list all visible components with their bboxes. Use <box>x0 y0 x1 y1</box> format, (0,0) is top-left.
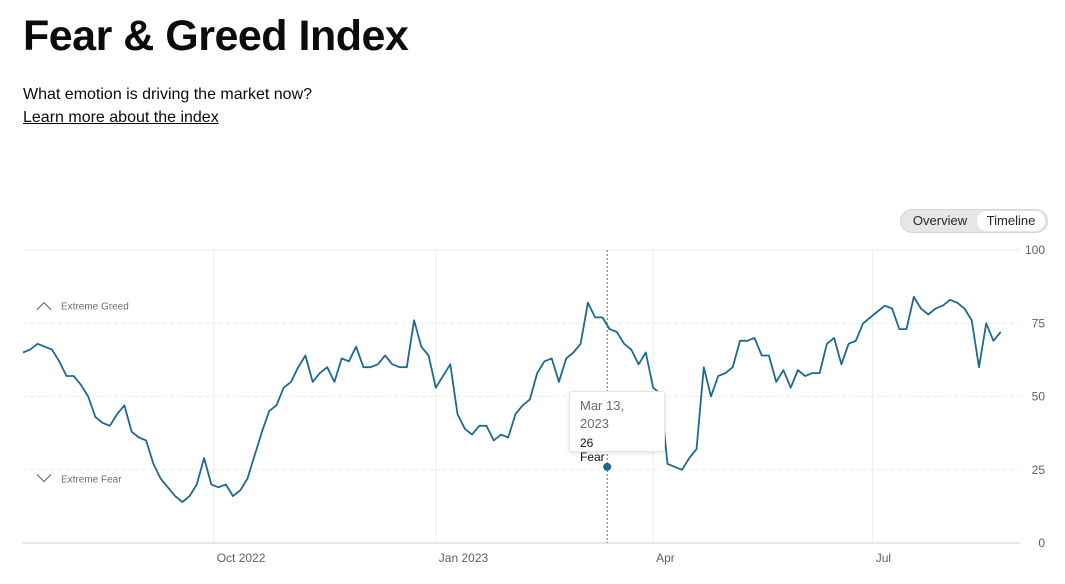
hover-point <box>603 462 612 471</box>
zone-label: Extreme Fear <box>61 475 122 486</box>
series-line <box>22 295 1002 503</box>
chart-tooltip: Mar 13, 2023 26 Fear <box>569 391 665 464</box>
hover-layer <box>603 250 612 543</box>
chevron-up-icon <box>36 301 52 311</box>
zone-labels: Extreme Greed Extreme Fear <box>36 301 129 486</box>
y-tick-label: 25 <box>1032 463 1046 477</box>
page-subtitle: What emotion is driving the market now? <box>23 86 313 103</box>
chevron-down-icon <box>36 474 52 483</box>
y-tick-label: 75 <box>1032 316 1046 330</box>
tooltip-value: 26 <box>580 436 594 450</box>
chart-grid <box>23 249 1020 544</box>
zone-label: Extreme Greed <box>61 302 129 313</box>
page-title: Fear & Greed Index <box>23 12 409 60</box>
tooltip-date: Mar 13, 2023 <box>580 398 625 431</box>
x-tick-label: Oct 2022 <box>217 551 266 565</box>
timeline-toggle-button[interactable]: Timeline <box>977 211 1045 231</box>
fear-greed-line <box>22 295 1002 503</box>
x-tick-label: Apr <box>656 551 675 565</box>
view-toggle: Overview Timeline <box>900 209 1048 233</box>
axis-ticks: 0 25 50 75 100 Oct 2022 Jan 2023 Apr Jul <box>217 243 1046 565</box>
x-tick-label: Jan 2023 <box>439 551 489 565</box>
tooltip-rating: Fear <box>580 450 605 464</box>
y-tick-label: 0 <box>1038 536 1045 550</box>
y-tick-label: 50 <box>1032 390 1046 404</box>
learn-more-link[interactable]: Learn more about the index <box>23 109 219 126</box>
overview-toggle-button[interactable]: Overview <box>912 213 968 228</box>
y-tick-label: 100 <box>1025 243 1045 257</box>
x-tick-label: Jul <box>876 551 891 565</box>
